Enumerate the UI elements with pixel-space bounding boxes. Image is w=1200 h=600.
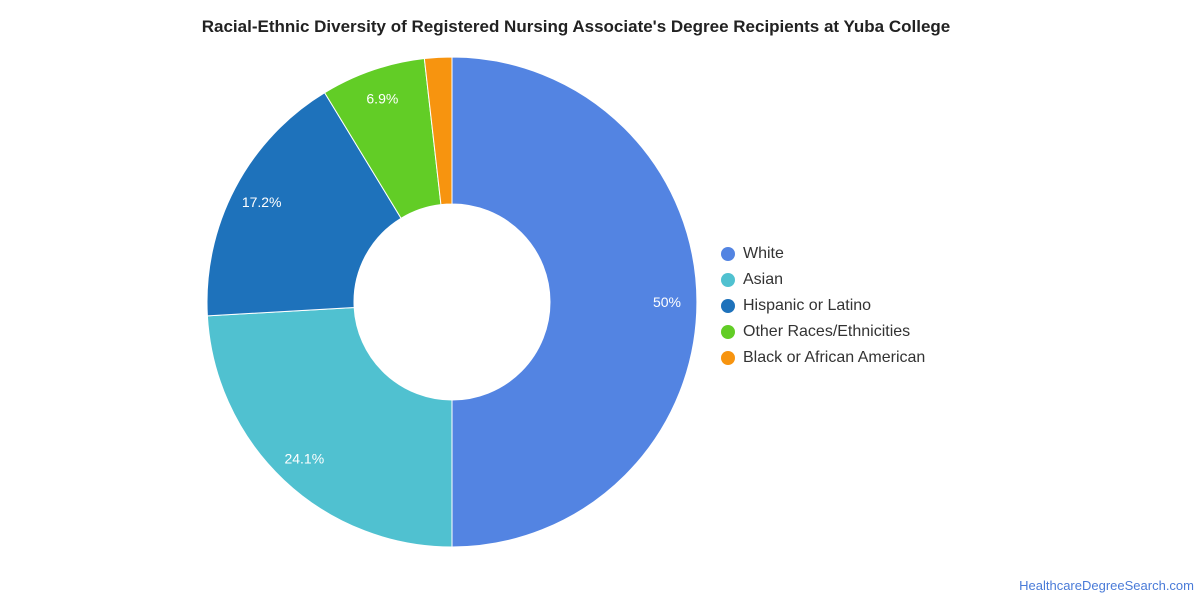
legend-item[interactable]: Asian — [721, 267, 925, 293]
legend-swatch — [721, 299, 735, 313]
legend-item[interactable]: Hispanic or Latino — [721, 293, 925, 319]
legend-swatch — [721, 247, 735, 261]
legend-item[interactable]: Other Races/Ethnicities — [721, 319, 925, 345]
slice-asian[interactable] — [206, 307, 453, 548]
slice-value-label: 24.1% — [284, 450, 324, 466]
slice-value-label: 6.9% — [366, 91, 398, 107]
legend-item[interactable]: White — [721, 241, 925, 267]
legend-label: Other Races/Ethnicities — [743, 323, 911, 340]
slice-value-label: 50% — [653, 294, 681, 310]
legend-label: Asian — [743, 271, 784, 288]
slice-white[interactable] — [451, 56, 698, 548]
legend: White Asian Hispanic or Latino Other Races/… — [721, 241, 925, 371]
slice-black-or-african-american[interactable] — [423, 56, 453, 206]
legend-swatch — [721, 351, 735, 365]
legend-label: Black or African American — [743, 349, 926, 366]
slice-value-label: 17.2% — [242, 194, 282, 210]
slice-hispanic-or-latino[interactable] — [206, 92, 402, 317]
legend-swatch — [721, 273, 735, 287]
source-link[interactable]: HealthcareDegreeSearch.com — [1019, 578, 1194, 593]
legend-swatch — [721, 325, 735, 339]
legend-label: Hispanic or Latino — [743, 297, 872, 314]
chart-title: Racial-Ethnic Diversity of Registered Nu… — [201, 17, 951, 36]
legend-item[interactable]: Black or African American — [721, 345, 925, 371]
legend-label: White — [743, 245, 784, 262]
